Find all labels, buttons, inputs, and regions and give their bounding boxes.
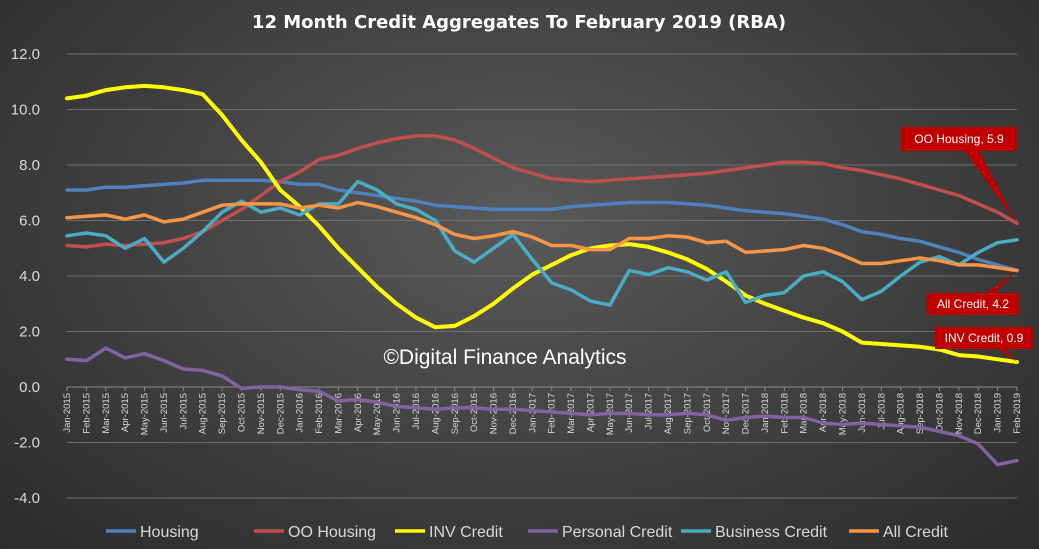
- x-tick-label: Dec-2015: [275, 393, 286, 434]
- x-tick-label: Oct-2016: [469, 393, 480, 432]
- x-tick-label: Apr-2016: [353, 393, 364, 432]
- x-tick-label: Sep-2018: [915, 393, 926, 434]
- x-tick-label: Jan-2019: [993, 393, 1004, 433]
- x-tick-label: Dec-2016: [508, 393, 519, 434]
- legend-label: Business Credit: [715, 524, 828, 541]
- callout-box: [927, 293, 1019, 315]
- legend-label: All Credit: [883, 524, 948, 541]
- x-tick-label: Dec-2017: [741, 393, 752, 434]
- x-tick-label: Jan-2017: [527, 393, 538, 433]
- x-tick-label: Aug-2016: [430, 393, 441, 434]
- legend-label: Personal Credit: [562, 524, 673, 541]
- x-tick-label: Sep-2015: [217, 393, 228, 434]
- x-tick-label: Nov-2018: [954, 393, 965, 434]
- x-tick-label: Apr-2017: [585, 393, 596, 432]
- callout-box: [935, 327, 1033, 349]
- x-tick-label: Jun-2018: [857, 393, 868, 433]
- callout-label: OO Housing, 5.9: [914, 132, 1004, 146]
- x-tick-label: Oct-2015: [236, 393, 247, 432]
- x-tick-label: Oct-2018: [934, 393, 945, 432]
- y-tick-label: -2.0: [14, 435, 40, 452]
- x-tick-label: Jul-2015: [178, 393, 189, 429]
- x-tick-label: Feb-2019: [1012, 393, 1023, 434]
- series-line-business-credit: [65, 179, 1019, 307]
- legend-label: INV Credit: [429, 524, 503, 541]
- x-tick-label: Nov-2015: [256, 393, 267, 434]
- chart-title: 12 Month Credit Aggregates To February 2…: [252, 12, 786, 33]
- series-line-all-credit: [65, 200, 1019, 273]
- x-tick-label: Apr-2018: [818, 393, 829, 432]
- x-tick-label: Feb-2016: [314, 393, 325, 434]
- x-tick-label: Feb-2015: [81, 393, 92, 434]
- y-tick-label: 0.0: [19, 379, 40, 396]
- legend: Housing OO Housing INV Credit Personal Cred…: [106, 524, 948, 541]
- series-lines: [65, 83, 1019, 467]
- series-line-oo-housing: [65, 134, 1019, 249]
- x-tick-label: Apr-2015: [120, 393, 131, 432]
- callout-pointer: [971, 270, 1017, 304]
- y-tick-label: 8.0: [19, 157, 40, 174]
- x-tick-label: Jan-2015: [62, 393, 73, 433]
- x-tick-label: Aug-2018: [896, 393, 907, 434]
- x-tick-label: May-2016: [372, 393, 383, 435]
- x-tick-label: May-2018: [838, 393, 849, 435]
- callout-box: [901, 127, 1017, 151]
- callout-label: All Credit, 4.2: [937, 297, 1009, 311]
- series-line-housing: [65, 178, 1019, 273]
- y-tick-label: -4.0: [14, 490, 40, 507]
- y-tick-label: 4.0: [19, 268, 40, 285]
- watermark: ©Digital Finance Analytics: [383, 346, 626, 369]
- x-tick-label: Oct-2017: [702, 393, 713, 432]
- x-tick-label: Jul-2016: [411, 393, 422, 429]
- y-tick-label: 6.0: [19, 213, 40, 230]
- y-tick-label: 10.0: [11, 102, 40, 119]
- x-tick-label: Aug-2015: [198, 393, 209, 434]
- x-tick-label: Mar-2015: [101, 393, 112, 434]
- x-tick-label: Jul-2018: [876, 393, 887, 429]
- x-tick-label: Jan-2018: [760, 393, 771, 433]
- legend-label: Housing: [140, 524, 199, 541]
- series-line-personal-credit: [65, 346, 1019, 467]
- x-tick-label: Sep-2016: [450, 393, 461, 434]
- x-tick-label: Jan-2016: [295, 393, 306, 433]
- callout-pointer: [956, 139, 1017, 224]
- x-tick-label: Jul-2017: [644, 393, 655, 429]
- x-tick-label: Feb-2018: [779, 393, 790, 434]
- legend-label: OO Housing: [288, 524, 376, 541]
- callout-label: INV Credit, 0.9: [945, 331, 1024, 345]
- x-tick-label: May-2015: [140, 393, 151, 435]
- y-tick-label: 2.0: [19, 324, 40, 341]
- x-tick-label: Dec-2018: [973, 393, 984, 434]
- callouts: OO Housing, 5.9 All Credit, 4.2 INV Credit…: [901, 127, 1033, 363]
- x-tick-label: Mar-2016: [333, 393, 344, 434]
- x-tick-label: Nov-2016: [489, 393, 500, 434]
- x-tick-label: Jun-2015: [159, 393, 170, 433]
- y-axis: 12.0 10.0 8.0 6.0 4.0 2.0 0.0 -2.0 -4.0: [11, 46, 40, 507]
- gridlines: [67, 53, 1017, 499]
- x-tick-label: Jun-2016: [392, 393, 403, 433]
- x-tick-label: Nov-2017: [721, 393, 732, 434]
- y-tick-label: 12.0: [11, 46, 40, 63]
- x-tick-label: Mar-2018: [799, 393, 810, 434]
